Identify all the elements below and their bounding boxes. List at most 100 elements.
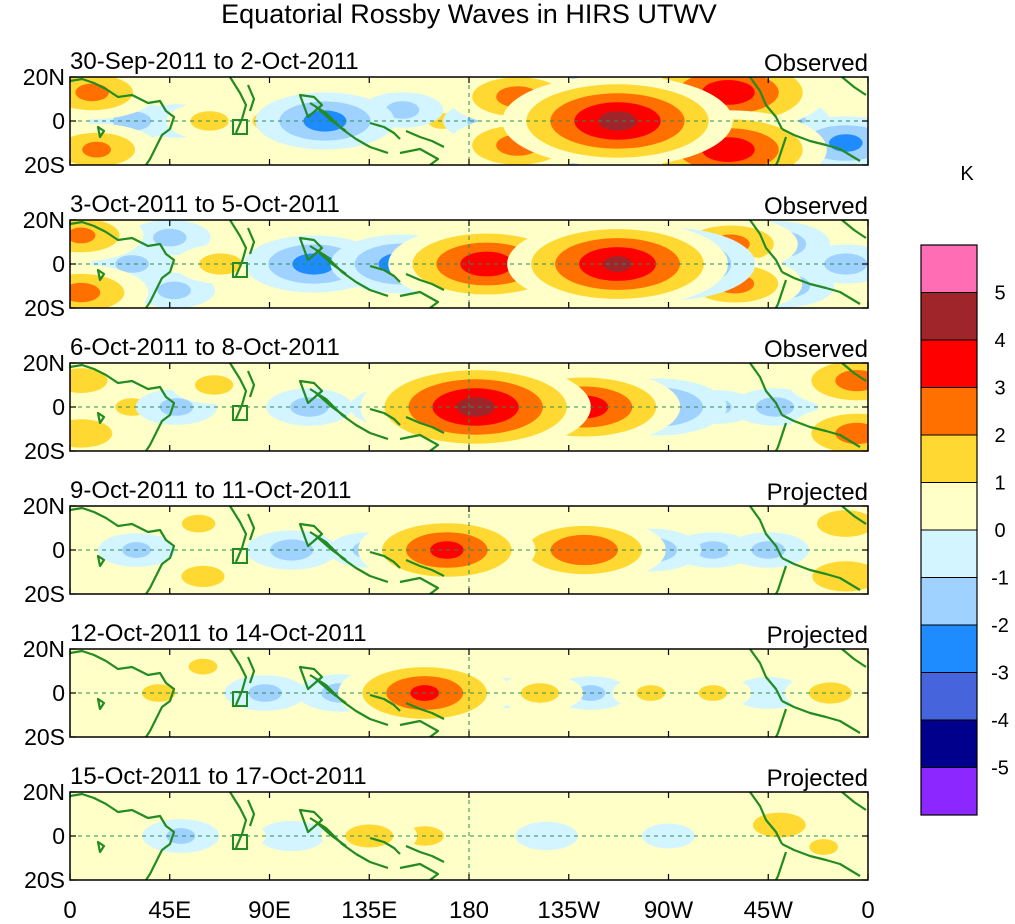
coastline <box>369 121 401 140</box>
anomaly-blob <box>70 220 144 262</box>
panel-date-label: 12-Oct-2011 to 14-Oct-2011 <box>70 620 367 647</box>
lon-tick-label: 90E <box>248 897 291 924</box>
map-panel: 9-Oct-2011 to 11-Oct-2011 Projected 20N 0 20… <box>23 477 869 607</box>
coastline <box>399 147 440 165</box>
lat-tick-label: 20N <box>23 779 65 805</box>
anomaly-contour <box>152 228 187 247</box>
coastline <box>315 392 347 418</box>
coastline <box>309 245 389 298</box>
coastline <box>70 77 176 165</box>
coastline <box>781 128 861 162</box>
colorbar-tick-label: -5 <box>991 758 1009 780</box>
anomaly-blob <box>70 410 137 451</box>
colorbar-swatch <box>920 529 978 578</box>
coastline <box>229 792 248 849</box>
coastlines <box>70 649 867 737</box>
anomaly-contour <box>82 141 111 158</box>
coastline <box>96 554 106 568</box>
region-box <box>232 405 248 421</box>
anomaly-contour <box>636 685 666 701</box>
colorbar-swatch <box>920 387 978 436</box>
anomaly-contour <box>829 134 863 152</box>
lat-tick-label: 0 <box>52 394 65 420</box>
anomaly-contour <box>752 812 806 838</box>
anomaly-contour <box>456 397 495 417</box>
coastline <box>315 535 347 561</box>
colorbar-swatch <box>920 244 978 293</box>
coastline <box>775 851 788 880</box>
coastline <box>229 506 248 563</box>
coastline <box>405 701 445 720</box>
lat-tick-label: 0 <box>52 537 65 563</box>
coastline <box>309 102 389 155</box>
anomaly-contour <box>303 110 347 132</box>
anomaly-blob <box>258 820 326 852</box>
coastline <box>246 656 256 684</box>
panel-status-label: Projected <box>767 479 868 506</box>
coastline <box>405 558 445 577</box>
panel-status-label: Observed <box>764 50 868 77</box>
map-panel: 30-Sep-2011 to 2-Oct-2011 Observed 20N 0 20S <box>23 48 869 178</box>
lat-tick-label: 20N <box>23 636 65 662</box>
colorbar-tick-label: 0 <box>994 520 1005 542</box>
coastline <box>70 220 176 308</box>
anomaly-blob <box>255 92 395 150</box>
coastline <box>246 799 256 827</box>
lat-tick-label: 20S <box>24 295 65 321</box>
panel-date-label: 3-Oct-2011 to 5-Oct-2011 <box>70 191 340 218</box>
anomaly-contour <box>181 514 216 533</box>
anomaly-blob <box>157 556 249 594</box>
lat-tick-label: 0 <box>52 680 65 706</box>
map-field <box>70 649 868 737</box>
coastline <box>70 506 176 594</box>
colorbar-swatch <box>920 719 978 768</box>
anomaly-contour <box>835 422 868 444</box>
lat-tick-label: 20S <box>24 438 65 464</box>
coastline <box>96 268 106 282</box>
anomaly-blob <box>70 363 132 402</box>
map-field <box>70 77 868 165</box>
coastline <box>369 407 401 426</box>
lat-tick-label: 20N <box>23 64 65 90</box>
lat-tick-label: 0 <box>52 251 65 277</box>
coastline <box>309 531 389 584</box>
colorbar-swatch <box>920 339 978 388</box>
coastline <box>70 649 176 737</box>
coastline <box>781 271 861 305</box>
lon-tick-label: 0 <box>63 897 76 924</box>
coastline <box>369 836 401 855</box>
coastline <box>841 77 867 96</box>
anomaly-blob <box>170 366 258 404</box>
coastline <box>399 862 440 880</box>
region-box <box>232 262 248 278</box>
anomaly-contour <box>809 839 839 855</box>
lon-tick-label: 135E <box>341 897 397 924</box>
anomaly-blob <box>70 123 159 165</box>
map-field <box>70 363 868 451</box>
lat-tick-label: 0 <box>52 823 65 849</box>
anomaly-contour <box>270 539 314 561</box>
lon-tick-label: 180 <box>449 897 489 924</box>
coastline <box>841 506 867 525</box>
map-field <box>70 792 868 880</box>
panel-status-label: Observed <box>764 336 868 363</box>
panel-date-label: 30-Sep-2011 to 2-Oct-2011 <box>70 48 359 75</box>
anomaly-contour <box>812 561 868 592</box>
coastline <box>781 843 861 877</box>
anomaly-contour <box>194 375 234 395</box>
anomaly-contour <box>642 823 695 849</box>
panels: 30-Sep-2011 to 2-Oct-2011 Observed 20N 0 20S… <box>23 48 869 893</box>
colorbar-tick-label: 3 <box>994 378 1005 400</box>
coastline <box>70 792 176 880</box>
lat-tick-label: 20S <box>24 152 65 178</box>
anomaly-contour <box>115 255 149 273</box>
anomaly-contour <box>181 565 225 587</box>
colorbar-swatch <box>920 292 978 341</box>
anomaly-contour <box>75 83 109 102</box>
coastline <box>399 576 440 594</box>
map-panel: 15-Oct-2011 to 17-Oct-2011 Projected 20N 0 2… <box>23 763 869 893</box>
region-box <box>232 834 248 850</box>
coastline <box>775 136 788 165</box>
colorbar-swatch <box>920 434 978 483</box>
